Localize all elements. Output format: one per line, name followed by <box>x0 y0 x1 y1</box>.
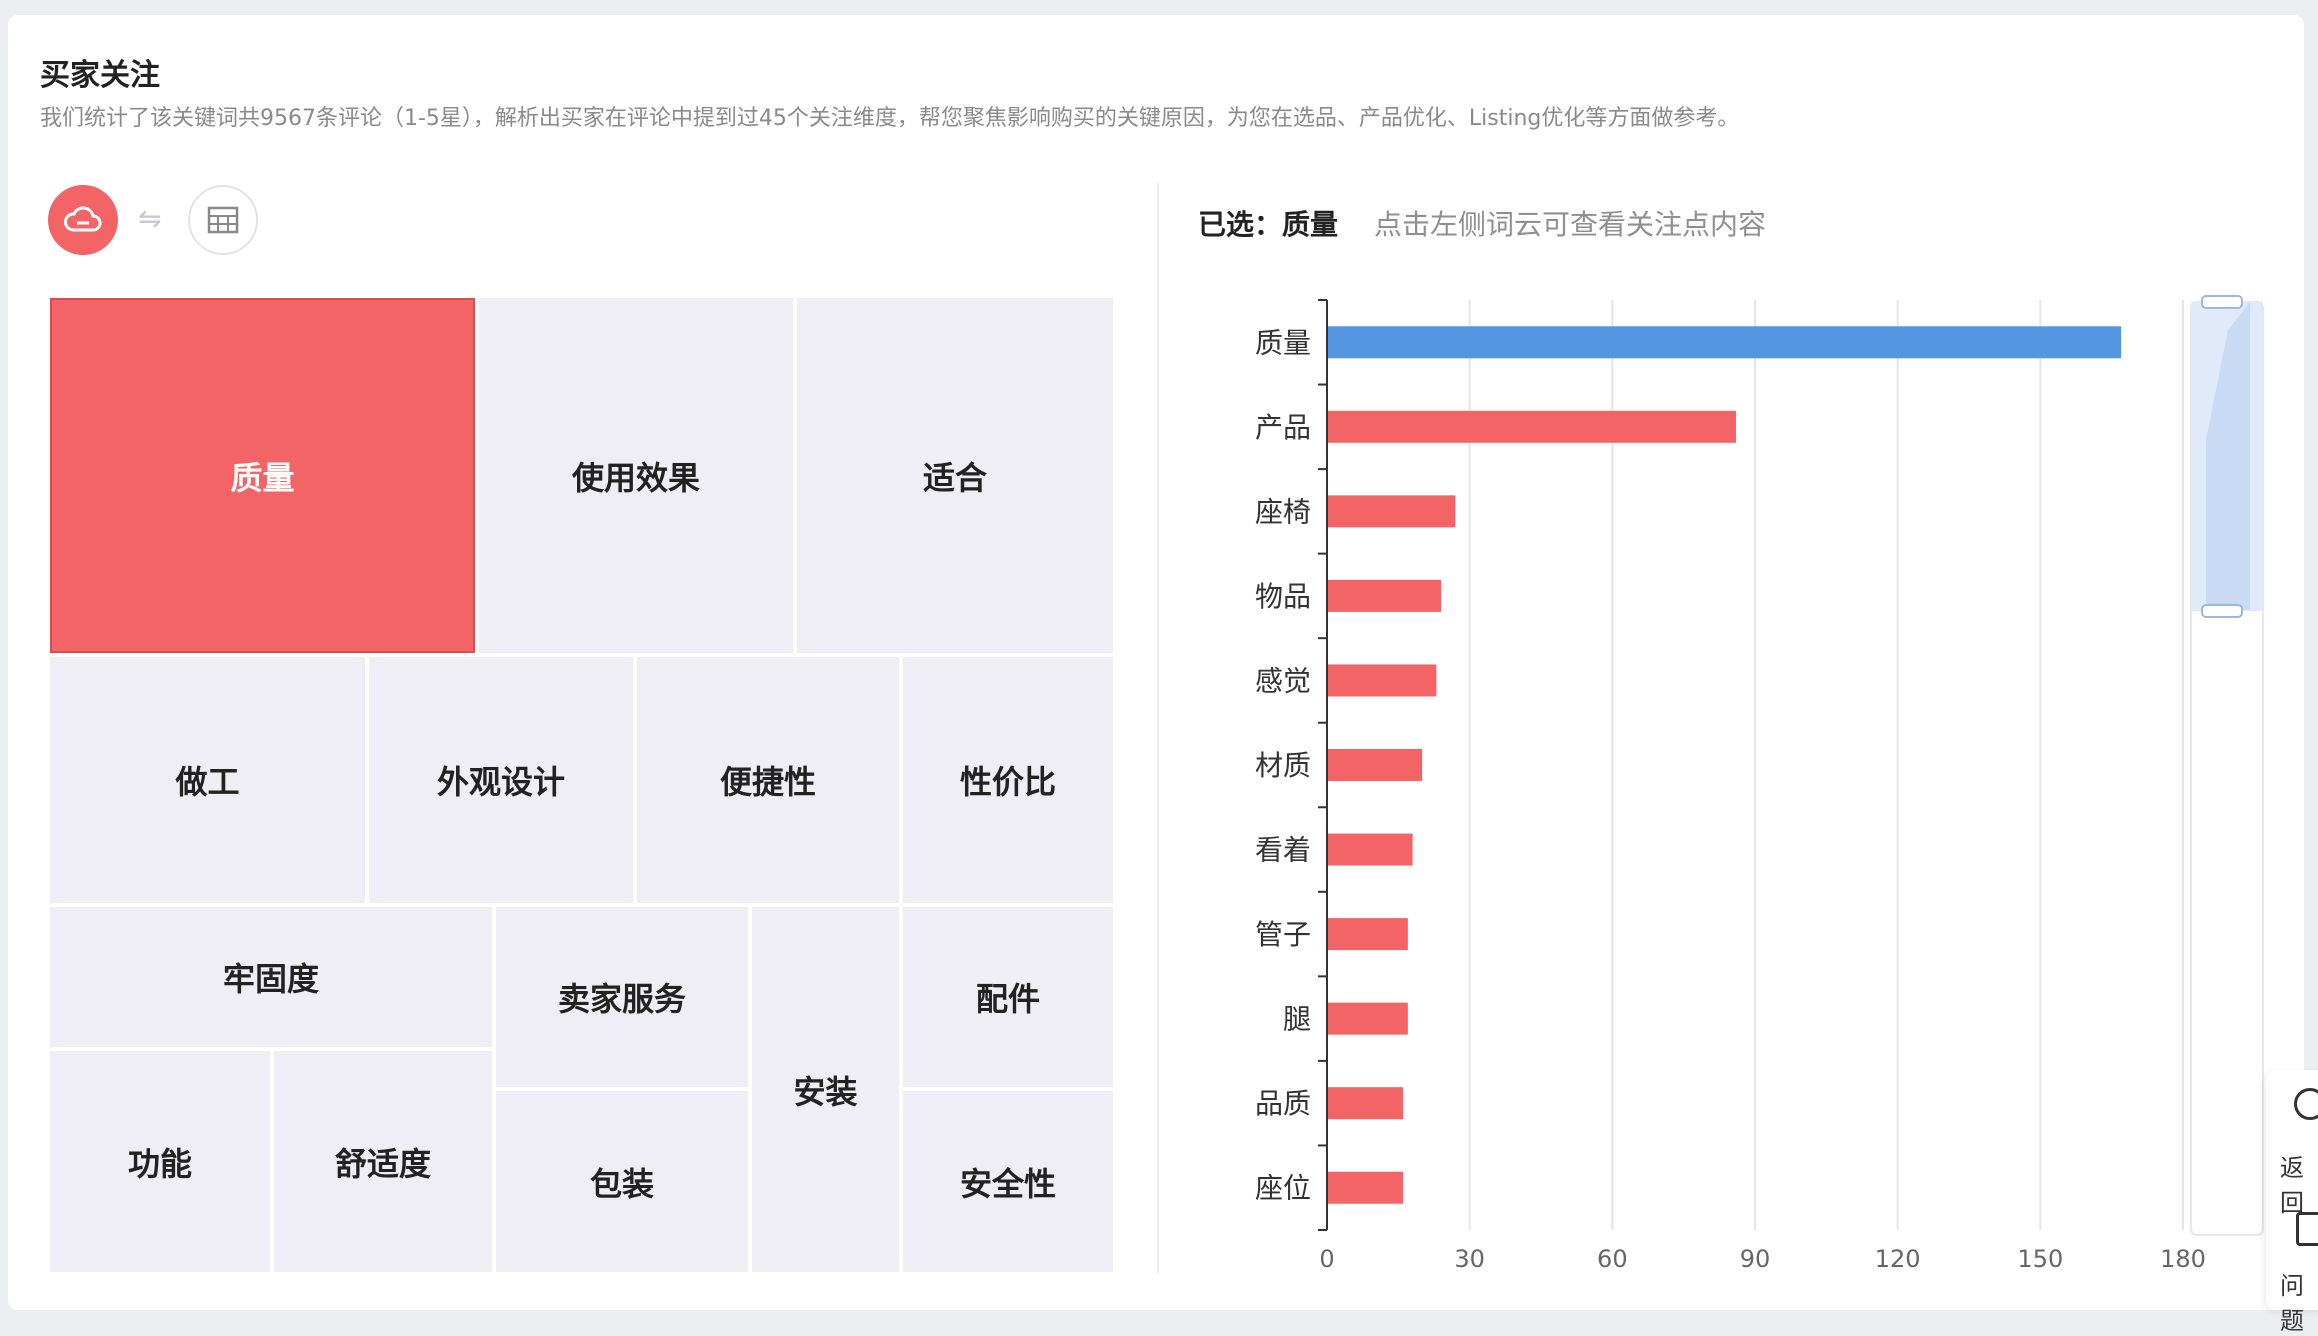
chart-bars <box>1327 326 2122 1204</box>
y-tick-label: 材质 <box>1255 749 1311 782</box>
x-tick-label: 0 <box>1319 1245 1334 1273</box>
floating-side-panel: 返回 问题 <box>2266 1070 2318 1335</box>
bar-3[interactable] <box>1327 579 1442 612</box>
treemap-tile-appearance[interactable]: 外观设计 <box>369 657 633 903</box>
x-tick-label: 90 <box>1740 1245 1771 1273</box>
side-back-label[interactable]: 返回 <box>2280 1154 2304 1217</box>
question-doc-icon[interactable] <box>2296 1212 2318 1246</box>
section-description: 我们统计了该关键词共9567条评论（1-5星），解析出买家在评论中提到过45个关… <box>40 106 1740 131</box>
treemap-tile-function[interactable]: 功能 <box>50 1051 270 1272</box>
treemap-tile-comfort[interactable]: 舒适度 <box>274 1051 492 1272</box>
y-tick-label: 品质 <box>1255 1087 1311 1120</box>
treemap-tile-packaging[interactable]: 包装 <box>496 1091 748 1272</box>
chart-zoom-slider[interactable] <box>2190 295 2264 1236</box>
selected-label: 已选： <box>1198 208 1283 241</box>
bar-0[interactable] <box>1327 326 2122 359</box>
treemap-tile-installation[interactable]: 安装 <box>752 907 899 1272</box>
treemap-tile-usage-effect[interactable]: 使用效果 <box>479 298 793 653</box>
treemap-tile-safety[interactable]: 安全性 <box>903 1091 1113 1272</box>
bar-2[interactable] <box>1327 495 1456 528</box>
zoom-slider-bottom-handle <box>2201 604 2243 618</box>
bar-10[interactable] <box>1327 1171 1404 1204</box>
table-view-button[interactable] <box>188 185 258 255</box>
side-question-label[interactable]: 问题 <box>2280 1272 2304 1335</box>
x-tick-label: 180 <box>2160 1245 2206 1273</box>
bar-6[interactable] <box>1327 833 1413 866</box>
treemap-tile-seller-service[interactable]: 卖家服务 <box>496 907 748 1087</box>
treemap-tile-quality[interactable]: 质量 <box>50 298 475 653</box>
y-tick-label: 座位 <box>1255 1172 1311 1205</box>
selected-value: 质量 <box>1282 208 1339 241</box>
zoom-slider-shadow <box>2206 302 2250 610</box>
cloud-icon <box>64 206 102 232</box>
panel-divider <box>1157 183 1159 1273</box>
x-tick-label: 150 <box>2017 1245 2063 1273</box>
bar-5[interactable] <box>1327 749 1423 781</box>
x-tick-label: 120 <box>1875 1245 1921 1273</box>
y-tick-label: 看着 <box>1255 834 1311 867</box>
section-title: 买家关注 <box>40 58 160 93</box>
swap-icon[interactable]: ⇋ <box>138 202 162 235</box>
y-tick-label: 产品 <box>1255 411 1311 444</box>
word-cloud-view-button[interactable] <box>48 185 118 255</box>
bar-4[interactable] <box>1327 664 1437 697</box>
y-tick-label: 物品 <box>1255 580 1311 613</box>
bar-1[interactable] <box>1327 410 1736 443</box>
selection-hint: 点击左侧词云可查看关注点内容 <box>1374 208 1767 241</box>
treemap-tile-fit[interactable]: 适合 <box>797 298 1113 653</box>
bar-8[interactable] <box>1327 1002 1408 1035</box>
y-tick-label: 管子 <box>1255 918 1311 951</box>
bar-7[interactable] <box>1327 918 1408 951</box>
y-tick-label: 质量 <box>1255 326 1311 359</box>
zoom-slider-top-handle <box>2201 295 2243 309</box>
treemap-tile-accessories[interactable]: 配件 <box>903 907 1113 1087</box>
treemap-tile-value[interactable]: 性价比 <box>903 657 1113 903</box>
treemap-tile-convenience[interactable]: 便捷性 <box>637 657 899 903</box>
bar-9[interactable] <box>1327 1087 1404 1120</box>
y-tick-label: 座椅 <box>1255 495 1311 528</box>
chart-gridlines <box>1468 300 2184 1230</box>
treemap-tile-workmanship[interactable]: 做工 <box>50 657 365 903</box>
back-icon[interactable] <box>2294 1088 2318 1120</box>
treemap-tile-sturdiness[interactable]: 牢固度 <box>50 907 492 1047</box>
table-icon <box>207 206 239 234</box>
x-tick-label: 60 <box>1597 1245 1628 1273</box>
x-tick-label: 30 <box>1454 1245 1485 1273</box>
y-tick-label: 感觉 <box>1255 664 1311 697</box>
y-tick-label: 腿 <box>1283 1003 1311 1036</box>
